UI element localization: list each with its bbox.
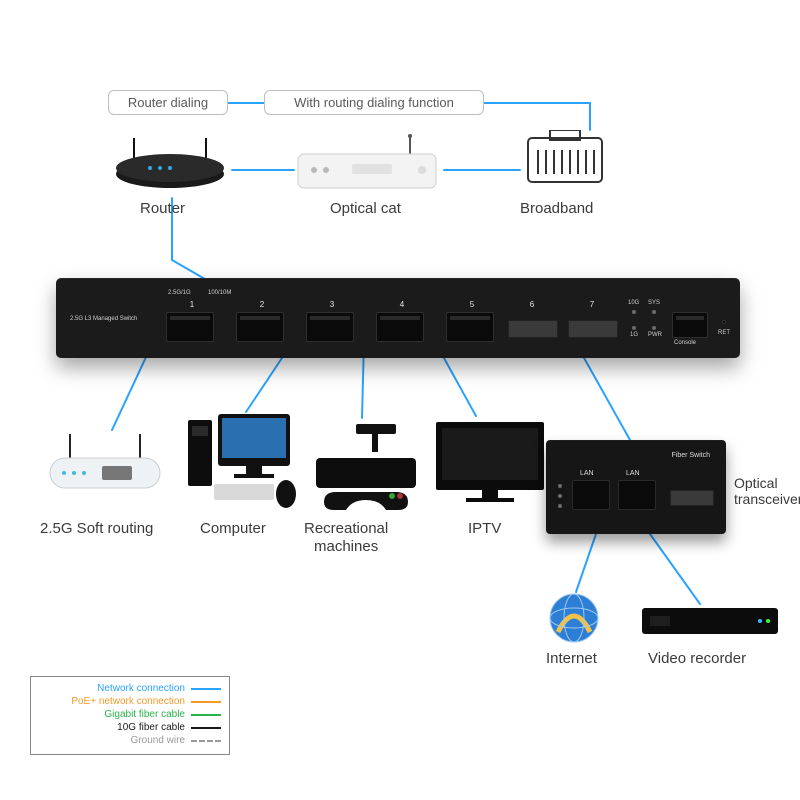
- legend-swatch: [191, 701, 221, 703]
- switch-port-1: [166, 312, 214, 342]
- switch-port-2: [236, 312, 284, 342]
- port-num-7: 7: [582, 300, 602, 309]
- wire-fiber-to-vrecorder: [650, 534, 700, 604]
- iptv-device: [430, 416, 550, 512]
- optical-cat-device: [292, 132, 442, 196]
- soft-routing-icon: [42, 430, 168, 510]
- legend-label: 10G fiber cable: [117, 722, 185, 733]
- legend-label: Ground wire: [131, 735, 185, 746]
- video-recorder: [640, 604, 780, 640]
- caption-computer: Computer: [200, 520, 266, 537]
- caption-broadband: Broadband: [520, 200, 593, 217]
- switch-sfp-6: [508, 320, 558, 338]
- caption-internet: Internet: [546, 650, 597, 667]
- legend: Network connection PoE+ network connectio…: [30, 676, 230, 755]
- legend-row: Ground wire: [37, 735, 221, 746]
- tv-icon: [430, 416, 550, 512]
- game-console-icon: [306, 420, 426, 510]
- caption-iptv: IPTV: [468, 520, 501, 537]
- switch-left-speed: 2.5G/1G: [168, 290, 191, 296]
- switch-console-port: [672, 312, 708, 338]
- router-device: [110, 132, 230, 196]
- soft-routing-device: [42, 430, 168, 510]
- switch-port-4: [376, 312, 424, 342]
- caption-optical-transceiver: Optical transceiver: [734, 475, 794, 507]
- router-icon: [110, 132, 230, 196]
- port-num-6: 6: [522, 300, 542, 309]
- legend-row: PoE+ network connection: [37, 696, 221, 707]
- rj45-icon: [520, 130, 610, 190]
- legend-label: Network connection: [97, 683, 185, 694]
- caption-video-recorder: Video recorder: [648, 650, 746, 667]
- legend-label: Gigabit fiber cable: [104, 709, 185, 720]
- switch-right-speed: 100/10M: [208, 290, 231, 296]
- port-num-4: 4: [392, 300, 412, 309]
- fiber-port-1: [572, 480, 610, 510]
- wire-fiber-to-internet: [576, 534, 596, 592]
- internet-icon-wrap: [548, 592, 600, 644]
- internet-icon: [548, 592, 600, 644]
- games-device: [306, 420, 426, 510]
- managed-switch: 2.5G L3 Managed Switch 2.5G/1G 100/10M 1…: [56, 278, 740, 358]
- lbl-pwr: PWR: [648, 332, 662, 338]
- fiber-lan-1: LAN: [580, 470, 594, 477]
- legend-row: Network connection: [37, 683, 221, 694]
- caption-soft-routing: 2.5G Soft routing: [40, 520, 153, 537]
- fiber-sfp: [670, 490, 714, 506]
- switch-sfp-7: [568, 320, 618, 338]
- fiber-port-2: [618, 480, 656, 510]
- led-1g: [632, 326, 636, 330]
- legend-label: PoE+ network connection: [71, 696, 185, 707]
- legend-swatch: [191, 714, 221, 716]
- lbl-sys: SYS: [648, 300, 660, 306]
- legend-swatch: [191, 688, 221, 690]
- bubble-routing-function: With routing dialing function: [264, 90, 484, 115]
- broadband-device: [520, 130, 610, 190]
- port-num-1: 1: [182, 300, 202, 309]
- switch-port-3: [306, 312, 354, 342]
- ret-hole: [722, 320, 726, 324]
- lbl-console: Console: [674, 340, 696, 346]
- nvr-icon: [640, 604, 780, 640]
- optical-cat-icon: [292, 132, 442, 196]
- port-num-3: 3: [322, 300, 342, 309]
- led-10g: [632, 310, 636, 314]
- switch-port-5: [446, 312, 494, 342]
- led-sys: [652, 310, 656, 314]
- legend-row: 10G fiber cable: [37, 722, 221, 733]
- led-pwr: [652, 326, 656, 330]
- fiber-switch: Fiber Switch LAN LAN: [546, 440, 726, 534]
- port-num-2: 2: [252, 300, 272, 309]
- caption-router: Router: [140, 200, 185, 217]
- fiber-led3: [558, 504, 562, 508]
- fiber-switch-title: Fiber Switch: [671, 452, 710, 459]
- caption-games: Recreational machines: [304, 520, 388, 556]
- caption-optical-cat: Optical cat: [330, 200, 401, 217]
- lbl-10g: 10G: [628, 300, 639, 306]
- computer-device: [184, 410, 304, 510]
- lbl-ret: RET: [718, 330, 730, 336]
- fiber-led2: [558, 494, 562, 498]
- legend-swatch: [191, 740, 221, 742]
- fiber-led1: [558, 484, 562, 488]
- legend-swatch: [191, 727, 221, 729]
- lbl-1g: 1G: [630, 332, 638, 338]
- legend-row: Gigabit fiber cable: [37, 709, 221, 720]
- port-num-5: 5: [462, 300, 482, 309]
- diagram-canvas: Router dialing With routing dialing func…: [0, 0, 800, 800]
- bubble-router-dialing: Router dialing: [108, 90, 228, 115]
- computer-icon: [184, 410, 304, 510]
- fiber-lan-2: LAN: [626, 470, 640, 477]
- switch-title: 2.5G L3 Managed Switch: [70, 316, 137, 322]
